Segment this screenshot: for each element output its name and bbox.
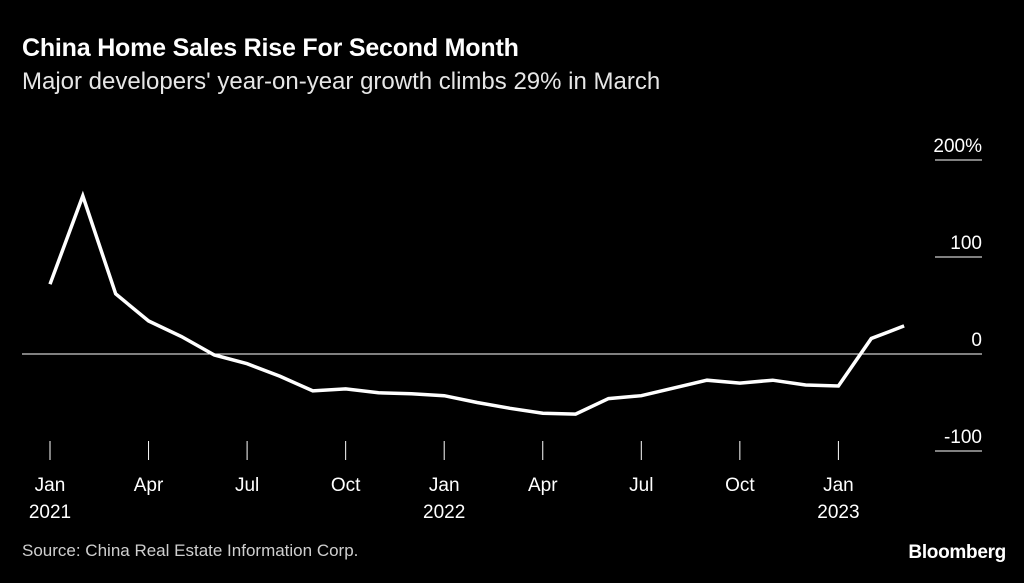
x-tick-year-label: 2022 — [423, 502, 465, 523]
x-tick-label: Jul — [629, 475, 653, 496]
chart-subtitle: Major developers' year-on-year growth cl… — [22, 68, 661, 95]
y-tick-label: 100 — [950, 233, 982, 254]
x-tick-label: Jan — [35, 475, 66, 496]
x-tick-label: Apr — [528, 475, 558, 496]
x-tick-year-label: 2023 — [817, 502, 859, 523]
x-tick-label: Apr — [134, 475, 164, 496]
series-line — [48, 190, 905, 416]
x-tick-label: Oct — [331, 475, 361, 496]
y-tick-label: 200% — [933, 136, 982, 157]
y-tick-label: -100 — [944, 427, 982, 448]
x-tick-year-label: 2021 — [29, 502, 71, 523]
x-tick-label: Jan — [823, 475, 854, 496]
x-tick-label: Jul — [235, 475, 259, 496]
chart-title: China Home Sales Rise For Second Month — [22, 34, 519, 62]
x-tick-label: Oct — [725, 475, 755, 496]
x-tick-label: Jan — [429, 475, 460, 496]
bloomberg-logo: Bloomberg — [908, 542, 1006, 563]
y-tick-label: 0 — [971, 330, 982, 351]
source-note: Source: China Real Estate Information Co… — [22, 541, 359, 560]
